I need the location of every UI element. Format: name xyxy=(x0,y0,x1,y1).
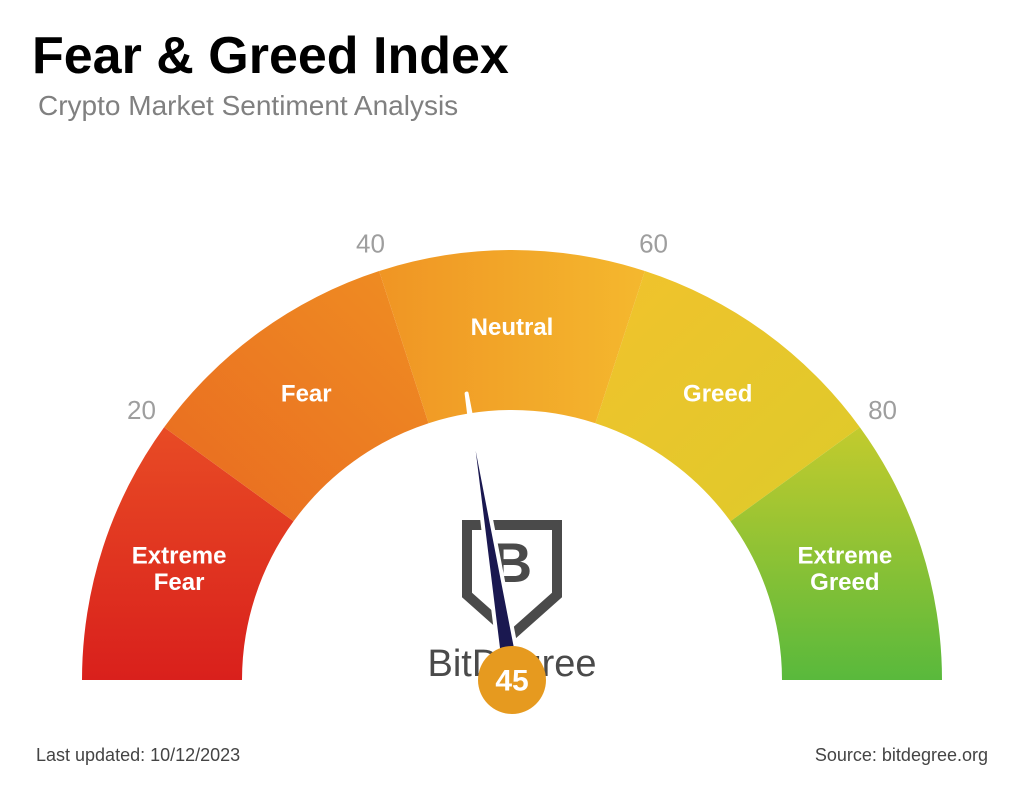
page-subtitle: Crypto Market Sentiment Analysis xyxy=(38,90,458,122)
tick-label-40: 40 xyxy=(356,228,385,258)
tick-label-60: 60 xyxy=(639,228,668,258)
last-updated: Last updated: 10/12/2023 xyxy=(36,745,240,766)
last-updated-value: 10/12/2023 xyxy=(150,745,240,765)
segment-label-1: Fear xyxy=(281,381,332,408)
fear-greed-gauge: 20406080 ExtremeFearFearNeutralGreedExtr… xyxy=(32,170,992,730)
source-value: bitdegree.org xyxy=(882,745,988,765)
segment-label-4: ExtremeGreed xyxy=(798,542,893,595)
source-label: Source: xyxy=(815,745,882,765)
source: Source: bitdegree.org xyxy=(815,745,988,766)
gauge-value: 45 xyxy=(495,665,528,698)
tick-label-20: 20 xyxy=(127,395,156,425)
tick-label-80: 80 xyxy=(868,395,897,425)
gauge-value-badge: 45 xyxy=(478,646,546,714)
gauge-svg: 20406080 ExtremeFearFearNeutralGreedExtr… xyxy=(32,170,992,730)
last-updated-label: Last updated: xyxy=(36,745,150,765)
segment-label-2: Neutral xyxy=(471,314,554,341)
segment-label-3: Greed xyxy=(683,381,752,408)
page-title: Fear & Greed Index xyxy=(32,26,509,86)
